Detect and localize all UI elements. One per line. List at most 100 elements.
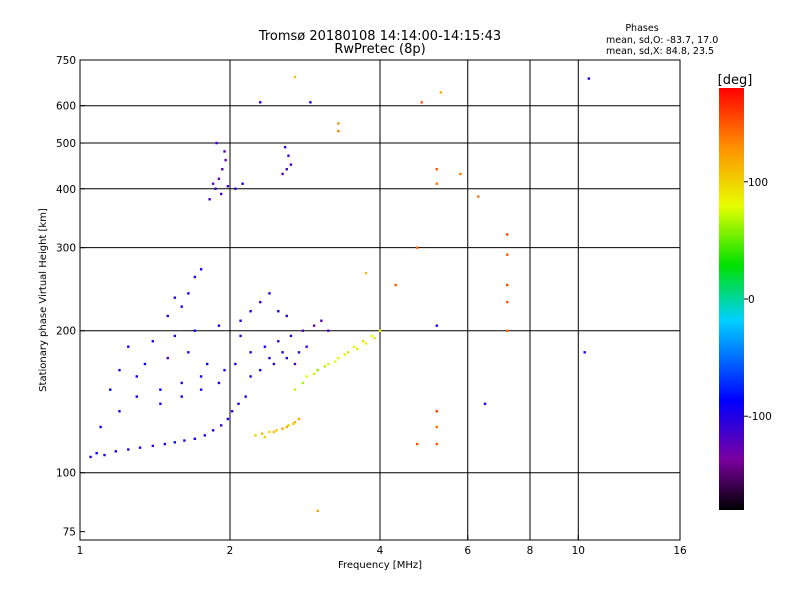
data-point-X-16 — [337, 356, 340, 360]
data-point-X-33 — [435, 168, 438, 171]
y-axis-label: Stationary phase Virtual Height [km] — [38, 208, 49, 392]
data-point-O-87 — [283, 145, 287, 149]
data-point-O-25 — [143, 362, 147, 366]
data-point-O-70 — [277, 310, 280, 313]
data-point-O-23 — [199, 375, 203, 378]
data-point-O-54 — [234, 362, 237, 366]
data-point-O-10 — [193, 437, 197, 441]
data-point-X-27 — [355, 347, 359, 351]
data-point-X-22 — [301, 381, 305, 385]
colorbar-ticks: 100 0 -100 — [744, 177, 772, 423]
data-point-O-60 — [166, 314, 169, 318]
colorbar-tick-label: 0 — [748, 294, 755, 306]
data-point-O-32 — [173, 334, 177, 338]
data-point-X-17 — [346, 351, 350, 354]
data-point-O-18 — [99, 425, 102, 429]
data-point-X-2 — [268, 430, 271, 434]
data-points — [89, 75, 591, 513]
data-point-O-66 — [239, 319, 242, 322]
data-point-O-50 — [268, 356, 271, 360]
data-point-O-3 — [114, 450, 118, 453]
data-point-X-7 — [297, 417, 301, 421]
data-point-O-85 — [285, 168, 288, 171]
data-point-X-34 — [435, 182, 438, 185]
data-point-X-1 — [260, 432, 264, 435]
data-point-X-20 — [370, 334, 373, 338]
data-point-O-88 — [287, 154, 290, 157]
data-point-O-94 — [587, 77, 591, 80]
data-point-O-92 — [483, 402, 487, 405]
data-point-O-71 — [285, 314, 288, 318]
data-point-X-10 — [285, 425, 288, 429]
chart-title: Tromsø 20180108 14:14:00-14:15:43 — [258, 29, 501, 44]
data-point-X-31 — [415, 246, 419, 249]
data-point-O-28 — [205, 362, 209, 366]
data-point-O-81 — [226, 185, 230, 188]
data-point-O-39 — [180, 395, 183, 398]
data-point-O-68 — [259, 300, 262, 304]
data-point-O-89 — [259, 101, 262, 104]
data-point-O-72 — [208, 198, 211, 201]
colorbar-tick-label: -100 — [748, 411, 772, 423]
data-point-X-30 — [394, 283, 397, 287]
data-point-O-41 — [217, 381, 221, 385]
data-point-X-13 — [305, 375, 308, 378]
data-point-X-37 — [435, 410, 438, 413]
x-tick-label: 4 — [377, 545, 384, 557]
data-point-X-14 — [316, 368, 319, 372]
y-tick-label: 750 — [56, 55, 76, 67]
data-point-O-49 — [327, 329, 330, 332]
x-tick-label: 6 — [464, 545, 471, 557]
phases-o-stats: mean, sd,O: -83.7, 17.0 — [606, 35, 718, 46]
data-point-X-25 — [333, 360, 337, 363]
data-point-X-51 — [293, 75, 297, 79]
data-point-X-38 — [415, 442, 419, 446]
data-point-O-75 — [221, 168, 224, 171]
data-point-X-45 — [505, 329, 509, 332]
phases-heading: Phases — [625, 23, 658, 34]
data-point-X-3 — [275, 429, 278, 432]
data-point-O-11 — [203, 434, 206, 437]
data-point-O-8 — [173, 441, 177, 444]
data-point-X-48 — [337, 129, 340, 133]
data-point-O-82 — [234, 187, 237, 190]
data-point-O-73 — [214, 187, 217, 190]
colorbar-label: [deg] — [718, 73, 753, 88]
data-point-O-35 — [239, 334, 242, 338]
data-point-O-76 — [224, 158, 227, 162]
y-tick-label: 300 — [56, 243, 76, 255]
y-tick-label: 200 — [56, 326, 76, 338]
data-point-O-34 — [217, 324, 221, 327]
data-point-O-1 — [95, 451, 98, 455]
data-point-O-26 — [166, 356, 169, 360]
data-point-O-52 — [293, 362, 297, 366]
data-point-O-79 — [211, 182, 215, 185]
data-point-X-9 — [272, 430, 276, 434]
data-point-O-56 — [259, 368, 262, 372]
data-point-X-6 — [293, 420, 297, 424]
data-point-O-80 — [219, 192, 223, 196]
colorbar-tick-label: 100 — [748, 177, 768, 189]
y-tick-label: 500 — [56, 138, 76, 150]
data-point-X-29 — [373, 336, 376, 340]
data-point-X-0 — [254, 434, 257, 437]
data-point-O-77 — [215, 141, 218, 145]
data-point-O-20 — [135, 395, 138, 398]
chart-subtitle: RwPretec (8p) — [334, 42, 425, 57]
data-point-O-4 — [127, 448, 130, 451]
data-point-O-67 — [249, 310, 252, 313]
data-point-O-58 — [285, 356, 288, 360]
data-point-O-29 — [223, 368, 226, 372]
data-point-O-38 — [159, 402, 162, 405]
data-point-X-49 — [364, 271, 368, 275]
data-point-O-27 — [187, 351, 190, 354]
data-point-O-90 — [309, 101, 312, 104]
phases-x-stats: mean, sd,X: 84.8, 23.5 — [606, 46, 714, 57]
data-point-X-21 — [378, 329, 382, 332]
data-point-X-8 — [263, 435, 267, 439]
data-point-X-42 — [505, 253, 509, 256]
data-point-O-37 — [135, 375, 138, 378]
data-point-O-84 — [281, 172, 284, 176]
y-axis-ticks: 75 100 200 300 400 500 600 750 — [56, 55, 85, 539]
data-point-O-15 — [230, 410, 234, 413]
